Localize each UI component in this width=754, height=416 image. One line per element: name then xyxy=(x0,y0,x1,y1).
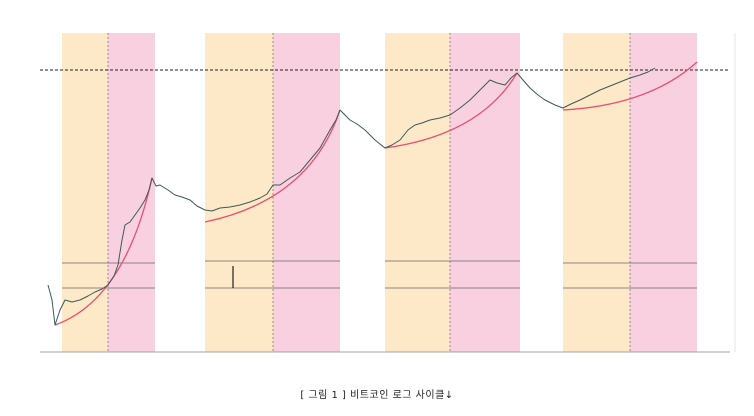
bull-band xyxy=(630,33,697,352)
accumulation-band xyxy=(205,33,273,352)
log-curve xyxy=(204,109,341,223)
bull-band xyxy=(450,33,520,352)
accumulation-band xyxy=(563,33,630,352)
halving-lines xyxy=(107,33,631,352)
chart-image xyxy=(40,33,736,353)
log-curve xyxy=(384,72,518,149)
log-curve xyxy=(562,61,698,111)
bull-band xyxy=(273,33,340,352)
cycle-bands xyxy=(62,33,697,352)
figure-caption: [ 그림 1 ] 비트코인 로그 사이클↓ xyxy=(300,390,454,401)
level-lines xyxy=(62,260,697,289)
accumulation-band xyxy=(385,33,450,352)
price-line xyxy=(47,67,656,326)
accumulation-band xyxy=(62,33,108,352)
bull-band xyxy=(108,33,155,352)
